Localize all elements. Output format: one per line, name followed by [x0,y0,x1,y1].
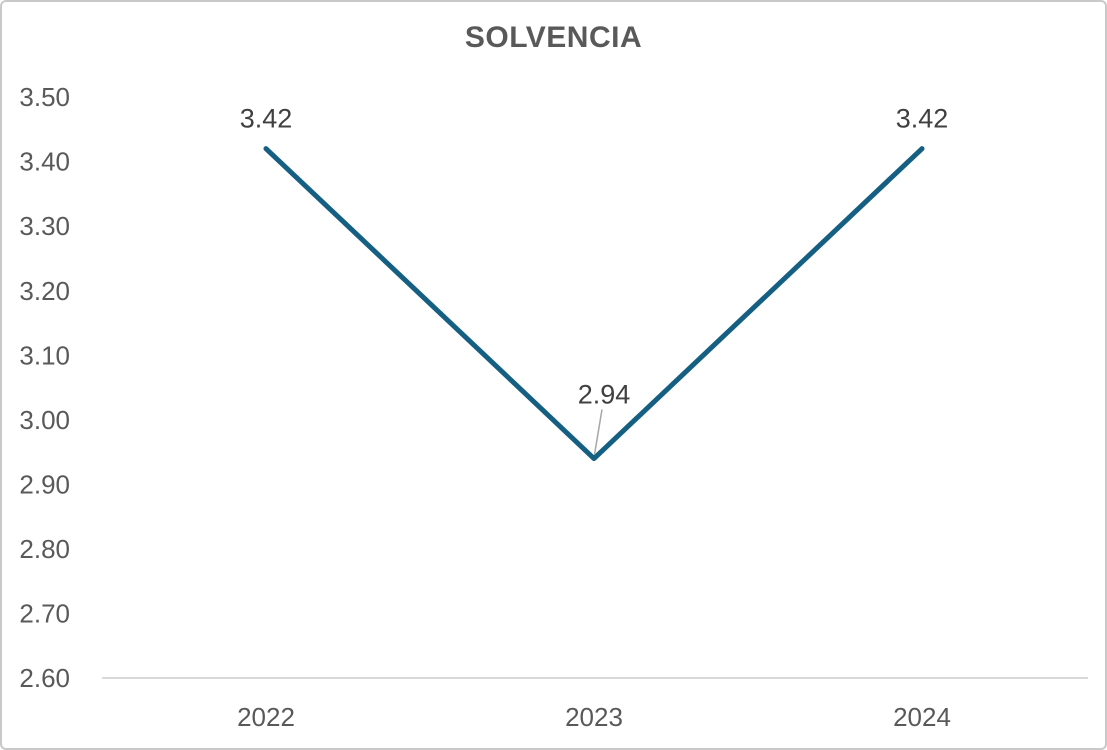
x-tick-label: 2024 [893,702,951,732]
y-tick-label: 3.10 [19,340,70,370]
y-tick-label: 3.40 [19,147,70,177]
y-tick-label: 3.50 [19,82,70,112]
data-label-leader-line [593,409,603,455]
series-line [263,146,925,462]
y-tick-label: 2.80 [19,534,70,564]
y-tick-label: 2.70 [19,599,70,629]
y-tick-label: 3.30 [19,211,70,241]
chart-title: SOLVENCIA [464,21,643,54]
data-label: 3.42 [240,104,293,134]
y-tick-label: 3.20 [19,276,70,306]
data-label: 3.42 [896,104,949,134]
y-tick-label: 3.00 [19,405,70,435]
x-tick-label: 2023 [565,702,623,732]
data-label: 2.94 [578,380,631,410]
y-tick-label: 2.60 [19,663,70,693]
y-tick-label: 2.90 [19,469,70,499]
x-tick-label: 2022 [237,702,295,732]
